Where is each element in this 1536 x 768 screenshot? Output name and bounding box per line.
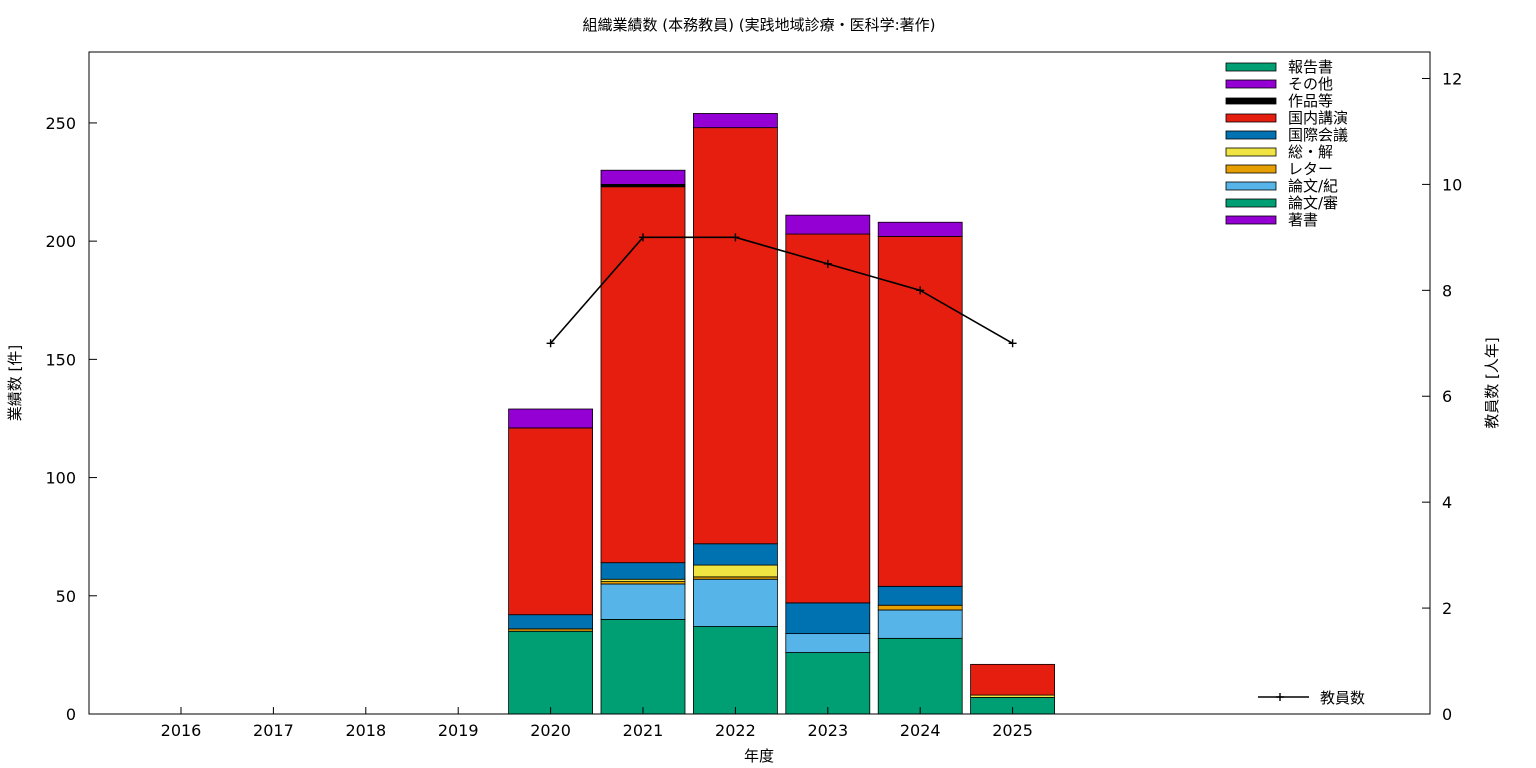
x-tick-label: 2023 <box>807 721 848 740</box>
y-tick-label: 100 <box>45 469 76 488</box>
y-tick-label: 0 <box>66 705 76 724</box>
bars-layer <box>508 113 1055 715</box>
legend-swatch <box>1225 113 1277 123</box>
chart-title: 組織業績数 (本務教員) (実践地域診療・医科学:著作) <box>582 16 935 34</box>
bar-segment <box>877 604 963 611</box>
x-tick-label: 2021 <box>623 721 664 740</box>
plot-frame <box>88 51 1431 715</box>
legend-swatch <box>1225 181 1277 191</box>
legend-label: 作品等 <box>1288 92 1333 110</box>
bar-segment <box>508 614 594 630</box>
x-tick-label: 2019 <box>438 721 479 740</box>
legend-label: 総・解 <box>1288 143 1333 161</box>
x-tick-label: 2020 <box>530 721 571 740</box>
bar-segment <box>785 633 871 653</box>
x-tick-label: 2018 <box>345 721 386 740</box>
legend-label: その他 <box>1288 75 1333 93</box>
x-tick-label: 2022 <box>715 721 756 740</box>
bar-segment <box>785 652 871 715</box>
bar-segment <box>600 583 686 620</box>
y-tick-label: 150 <box>45 350 76 369</box>
bar-segment <box>508 408 594 429</box>
y2-tick-label: 4 <box>1442 493 1452 512</box>
bar-segment <box>693 127 778 545</box>
bar-segment <box>693 626 778 715</box>
legend-line-label: 教員数 <box>1320 689 1365 707</box>
legend-swatch <box>1225 198 1277 208</box>
bar-segment <box>877 236 963 587</box>
x-tick-label: 2024 <box>900 721 941 740</box>
legend-swatch <box>1225 130 1277 140</box>
faculty-count-point <box>639 233 647 242</box>
bar-segment <box>600 169 686 185</box>
bar-segment <box>970 663 1055 696</box>
bar-segment <box>877 585 963 606</box>
bar-segment <box>600 619 686 715</box>
y-axis-label: 業績数 [件] <box>6 345 24 421</box>
bar-segment <box>877 637 963 715</box>
faculty-count-line <box>549 236 1013 344</box>
legend-label: 著書 <box>1288 211 1318 229</box>
y2-tick-label: 10 <box>1442 175 1462 194</box>
bar-segment <box>785 214 871 235</box>
legend-label: 報告書 <box>1288 58 1333 76</box>
legend-swatch <box>1225 97 1277 105</box>
legend-label: 論文/審 <box>1288 194 1338 212</box>
legend-swatch <box>1225 215 1277 225</box>
faculty-count-point <box>1008 339 1017 348</box>
y-tick-label: 200 <box>45 232 76 251</box>
y2-tick-label: 12 <box>1442 69 1462 88</box>
bar-segment <box>600 186 686 564</box>
legend-label: 論文/紀 <box>1288 177 1338 195</box>
x-tick-label: 2016 <box>161 721 202 740</box>
y2-axis-label: 教員数 [人年] <box>1483 337 1501 428</box>
bar-segment <box>693 564 778 578</box>
legend-swatch <box>1225 147 1277 157</box>
bar-segment <box>877 609 963 639</box>
axes-layer: 0 50 100 150 200 250 0 2 4 6 8 10 12 2016 2017 2018 2019… <box>45 69 1462 740</box>
bar-segment <box>877 221 963 237</box>
bar-segment <box>785 233 871 604</box>
bar-segment <box>693 113 778 129</box>
y-tick-label: 50 <box>56 587 76 606</box>
x-tick-label: 2017 <box>253 721 294 740</box>
y2-tick-label: 0 <box>1442 705 1452 724</box>
legend-label: 国際会議 <box>1288 126 1348 144</box>
faculty-count-point <box>546 339 555 348</box>
bar-segment <box>600 562 686 580</box>
bar-segment <box>693 578 778 627</box>
legend-swatch <box>1225 79 1277 89</box>
legend-line-marker <box>1276 693 1284 701</box>
bar-segment <box>693 543 778 566</box>
bar-segment <box>508 427 594 616</box>
y2-tick-label: 6 <box>1442 387 1452 406</box>
bar-segment <box>785 602 871 635</box>
faculty-count-point <box>916 286 925 295</box>
x-tick-label: 2025 <box>992 721 1033 740</box>
x-axis-label: 年度 <box>744 747 774 765</box>
y2-tick-label: 2 <box>1442 599 1452 618</box>
faculty-count-point <box>823 259 832 268</box>
line-layer <box>546 233 1017 348</box>
legend-swatch <box>1225 164 1277 174</box>
legend-swatch <box>1225 62 1277 72</box>
bar-segment <box>508 630 594 715</box>
faculty-count-point <box>731 233 740 242</box>
y2-tick-label: 8 <box>1442 281 1452 300</box>
legend-label: レター <box>1288 160 1333 178</box>
y-tick-label: 250 <box>45 114 76 133</box>
legend-label: 国内講演 <box>1288 109 1348 127</box>
